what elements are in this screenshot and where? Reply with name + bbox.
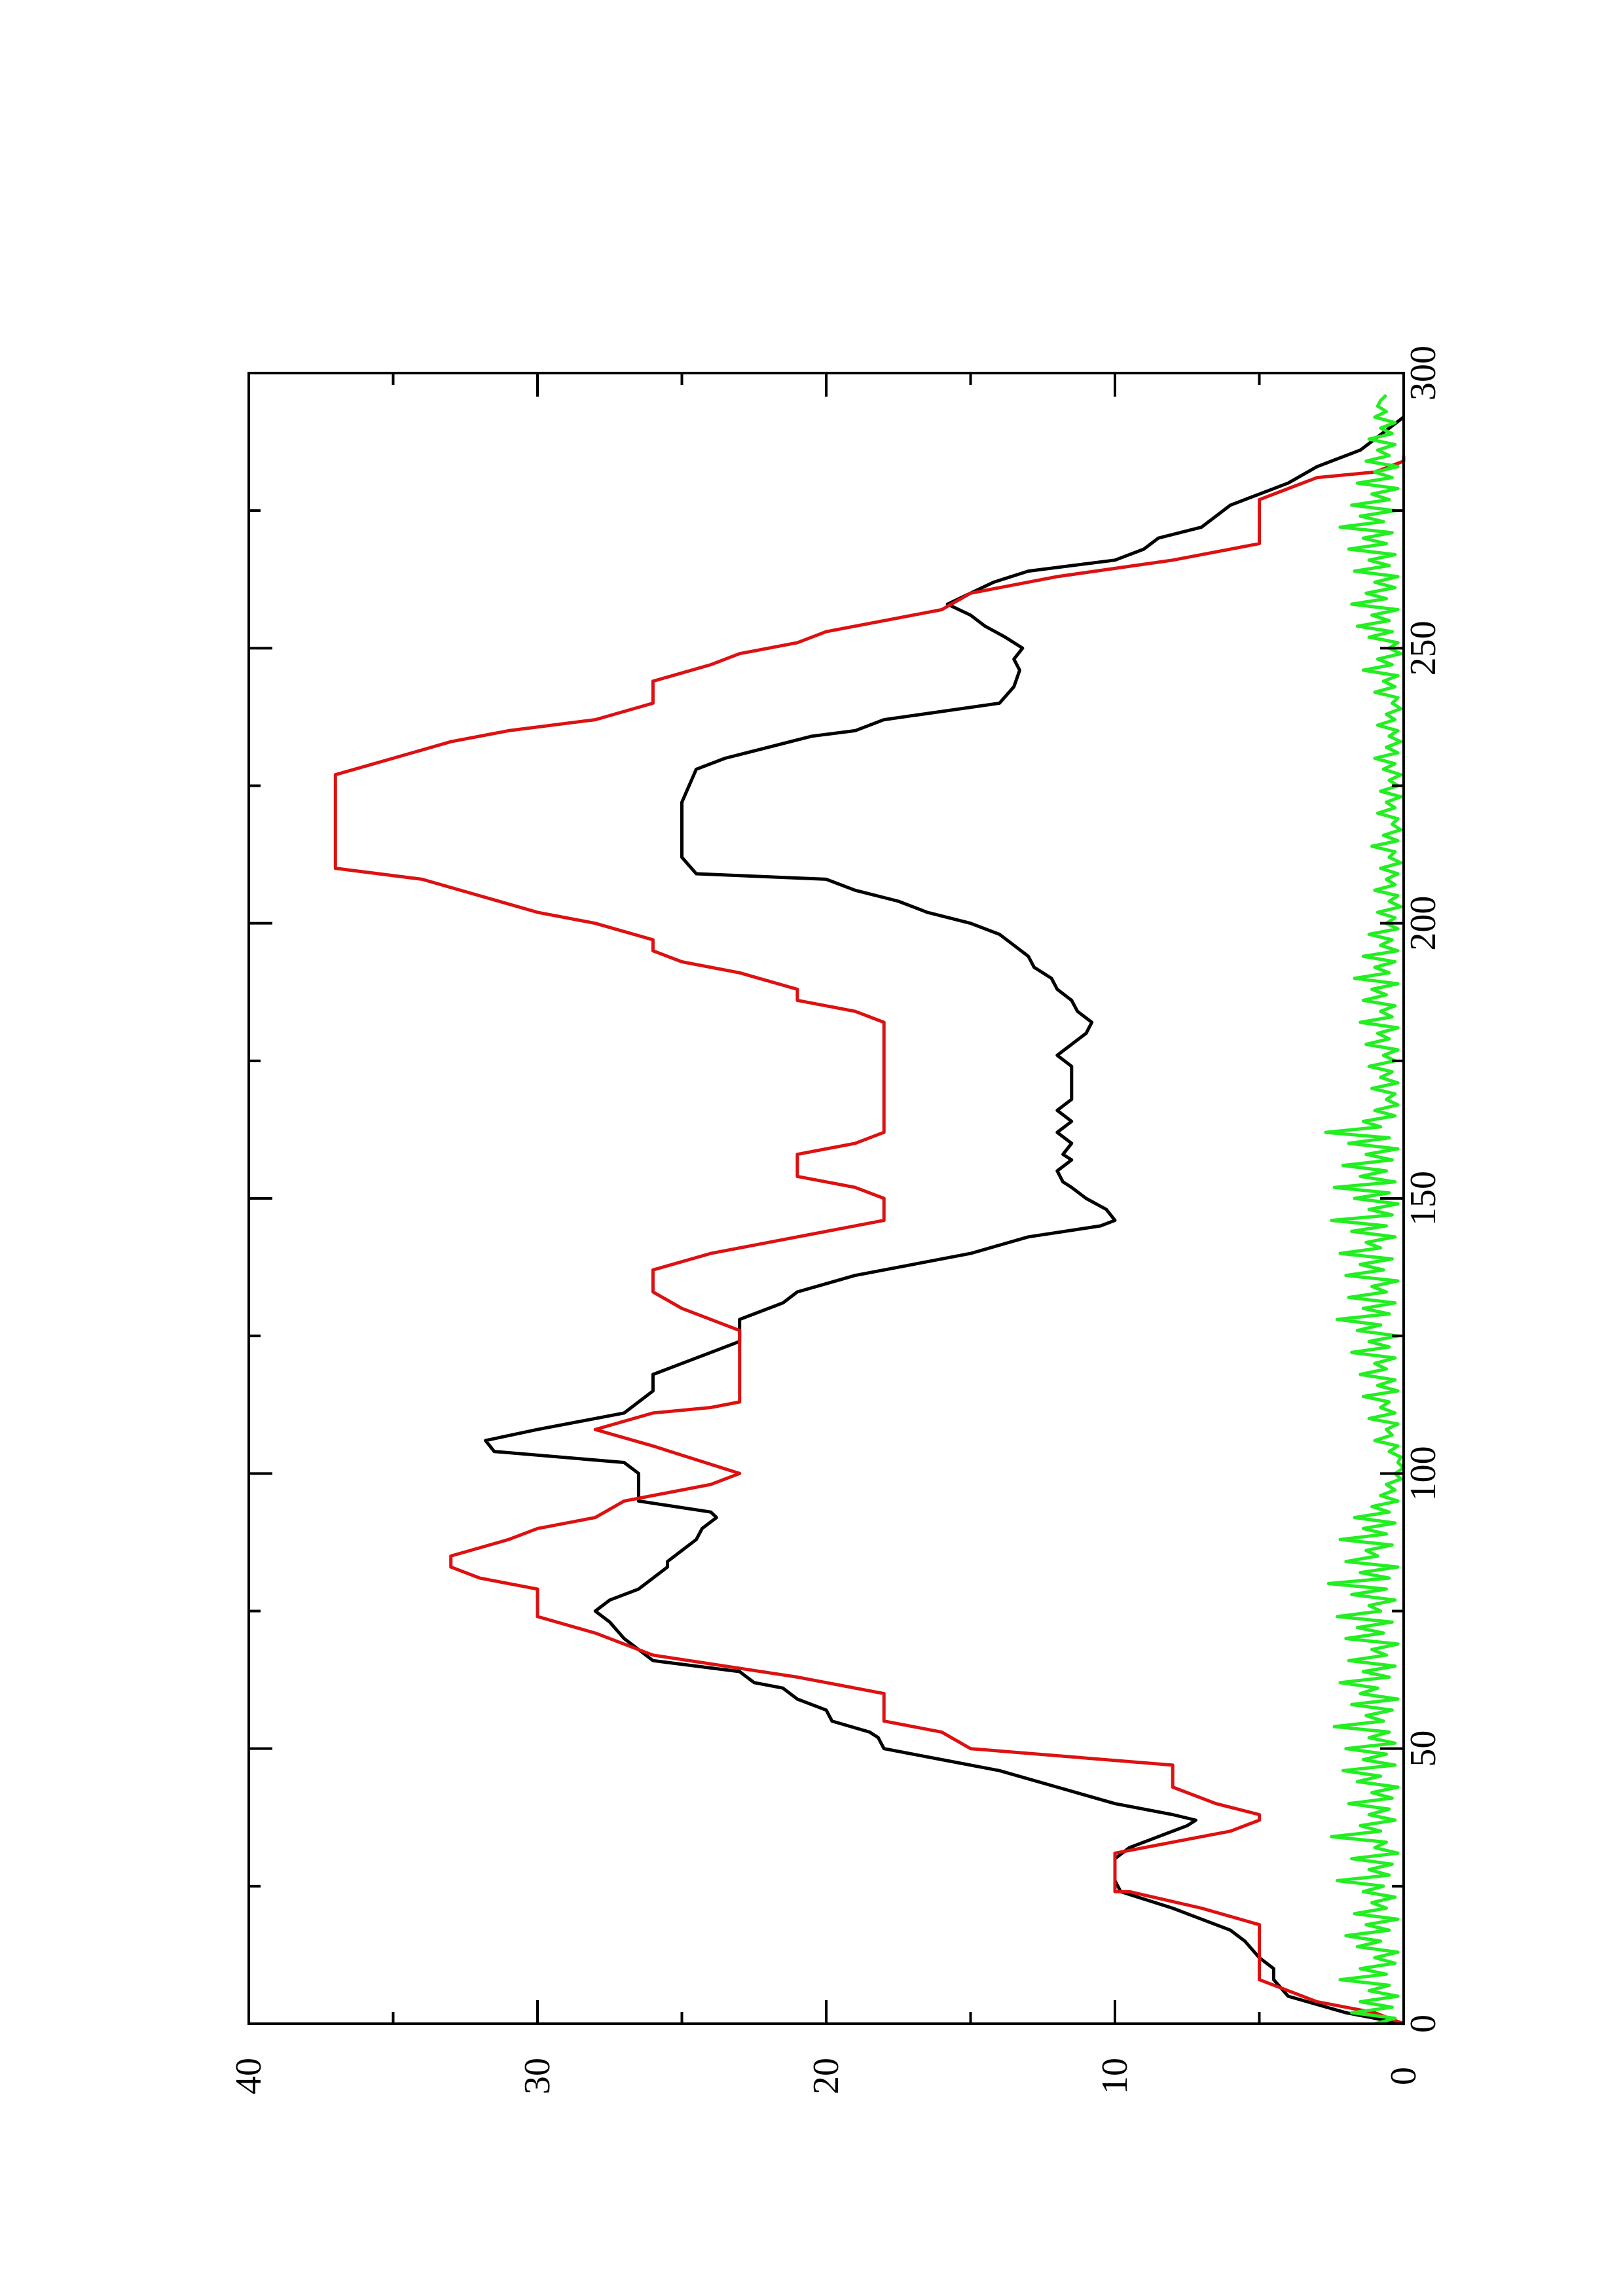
x-tick-label: 50 [1403,1731,1444,1767]
x-tick-label: 150 [1403,1171,1444,1226]
y-tick-label: 40 [228,2058,269,2094]
axes: 0 50 100 150 200 250 300 0 10 20 30 40 [228,346,1444,2094]
x-tick-label: 300 [1403,346,1444,401]
y-tick-label: 20 [806,2058,847,2094]
series-line-3 [1324,393,1406,2026]
series-line-2 [333,456,1406,2026]
plot-frame [247,372,1405,2025]
x-tick-label: 200 [1403,896,1444,951]
series-line-1 [484,416,1405,2026]
x-tick-label: 250 [1403,620,1444,675]
y-tick-label: 10 [1095,2058,1135,2094]
series-group [333,393,1406,2026]
x-tick-label: 100 [1403,1446,1444,1501]
y-tick-label: 0 [1383,2067,1424,2085]
y-tick-label: 30 [517,2058,558,2094]
x-tick-label: 0 [1403,2015,1444,2033]
